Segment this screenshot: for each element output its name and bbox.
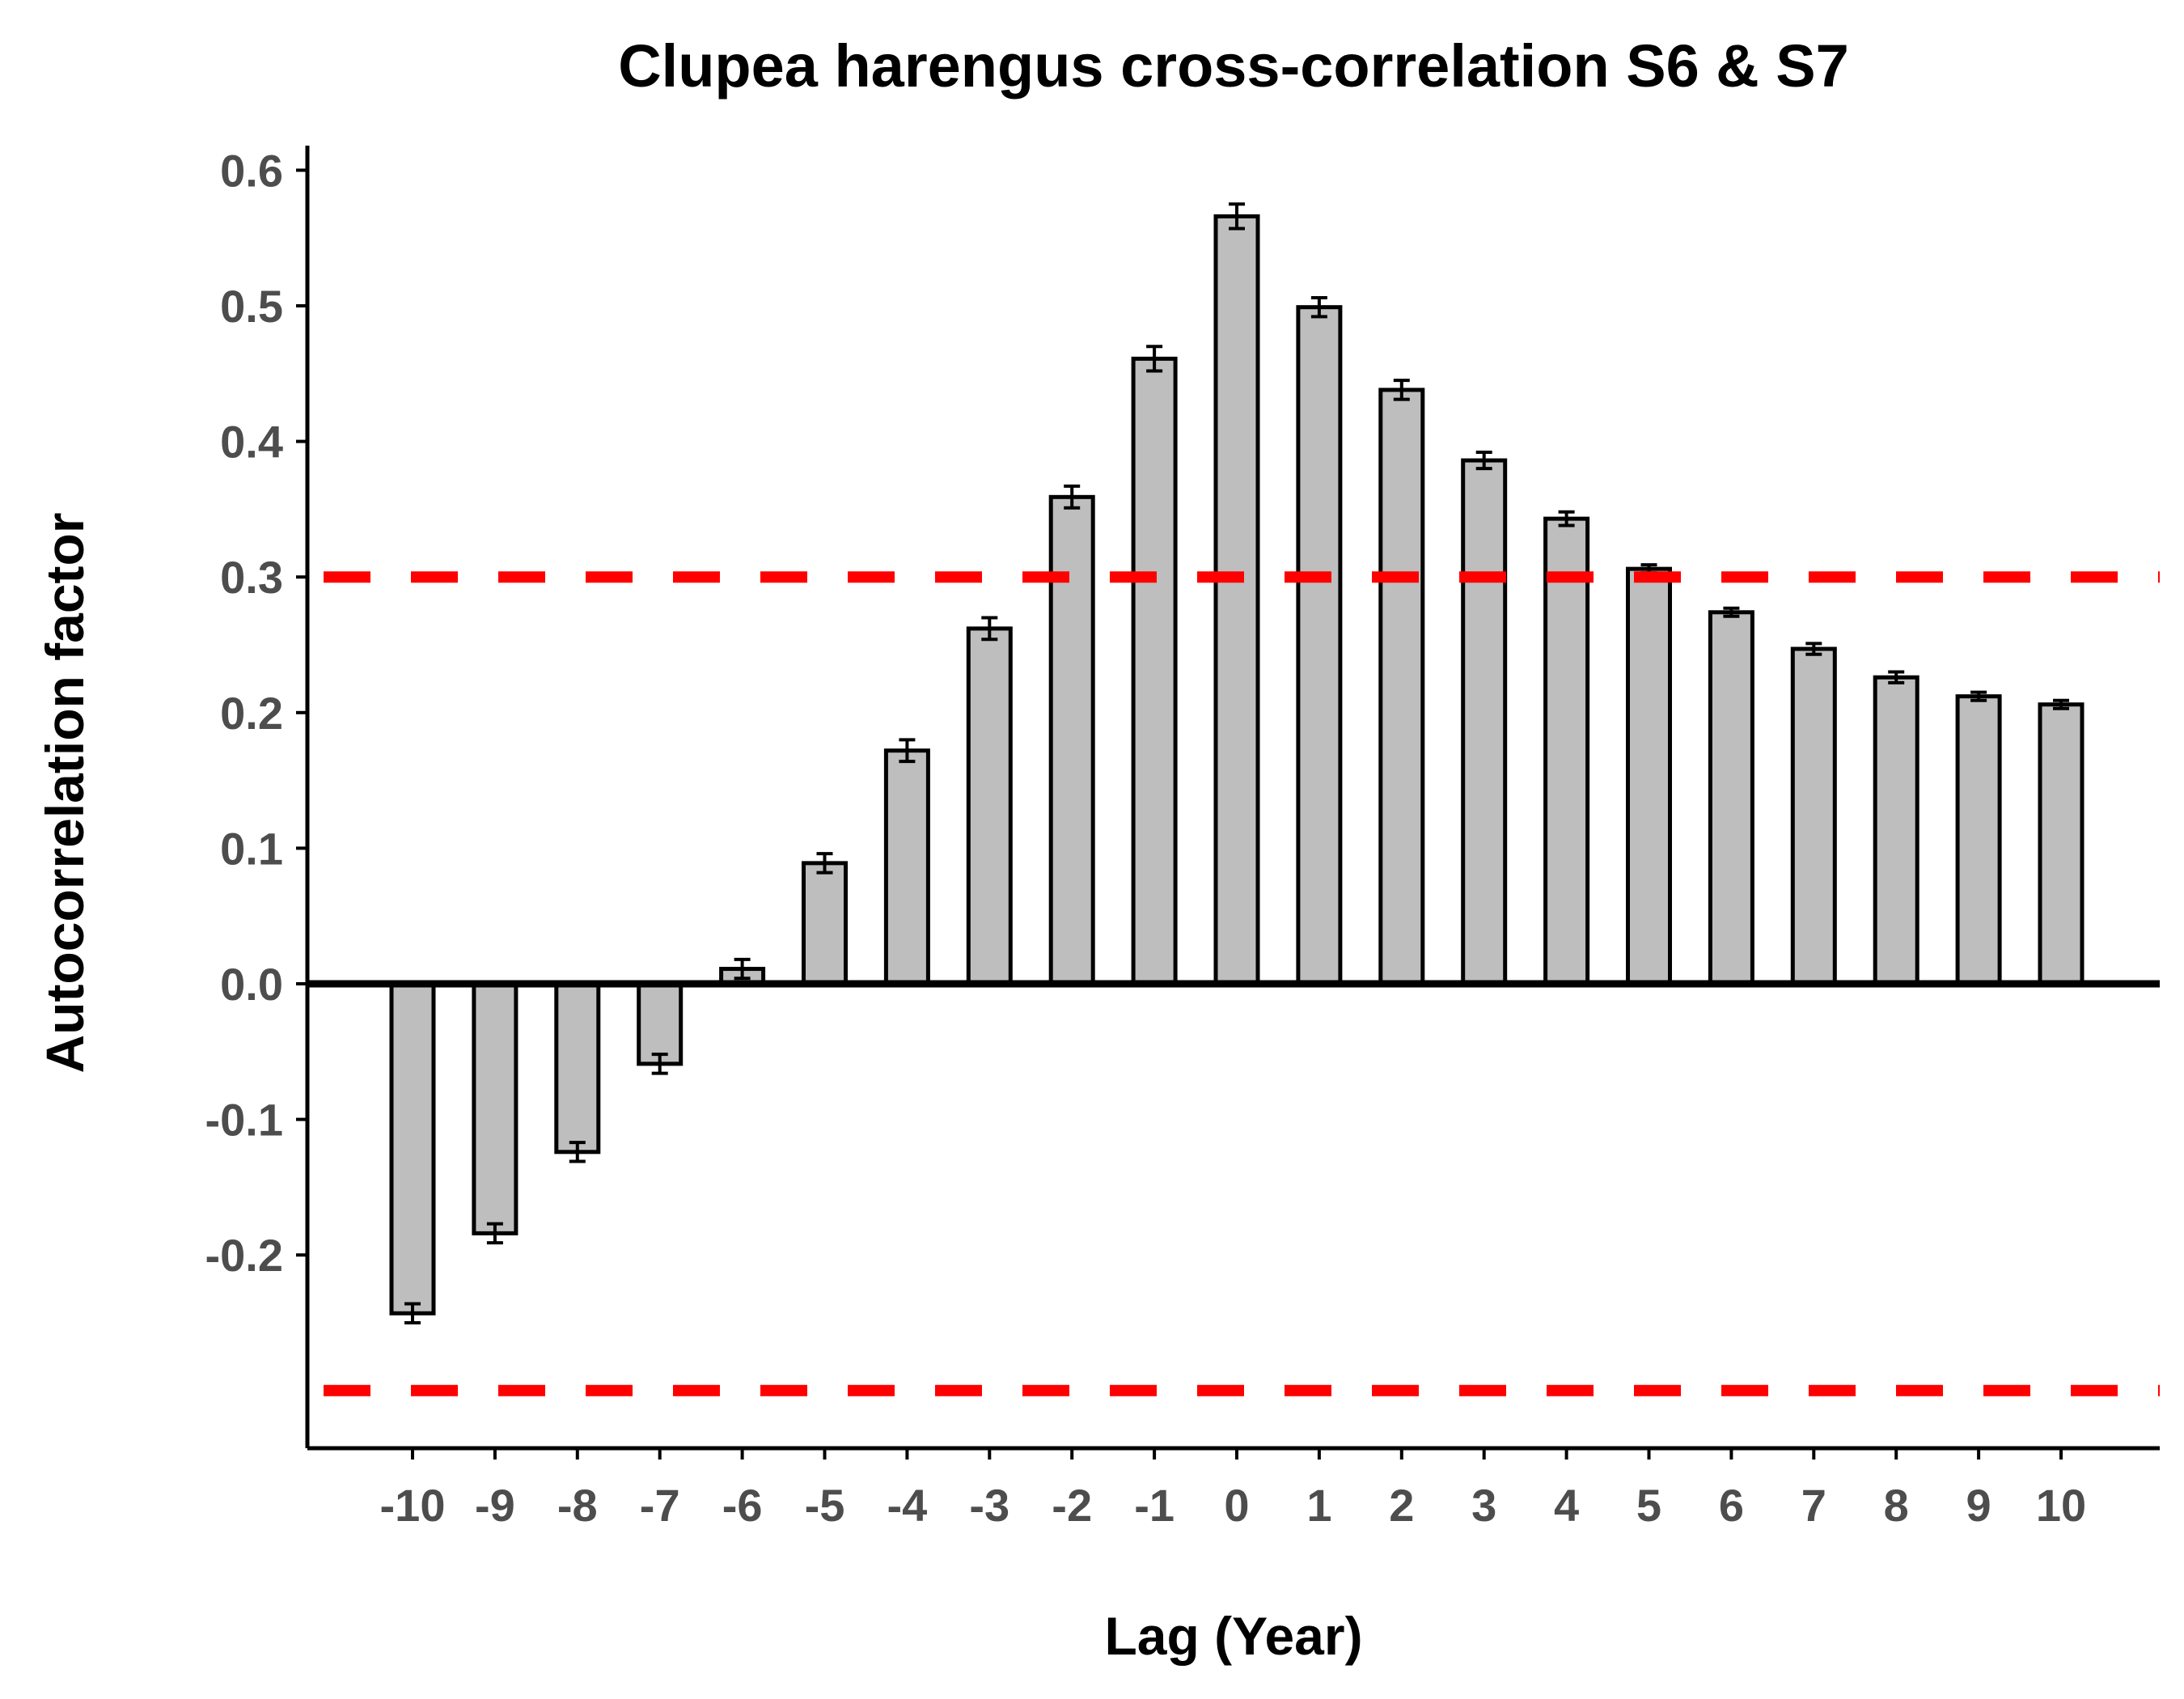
x-tick-label: -2: [1052, 1480, 1092, 1531]
x-tick-label: -9: [475, 1480, 515, 1531]
bar-lag--4: [883, 748, 930, 986]
bar-lag-8: [1873, 675, 1919, 986]
x-tick-label: -7: [640, 1480, 680, 1531]
x-tick-label: 0: [1224, 1480, 1249, 1531]
bar-lag-3: [1461, 458, 1508, 986]
bar-lag--9: [472, 981, 518, 1235]
x-tick-label: 7: [1801, 1480, 1826, 1531]
y-tick-label: 0.6: [220, 145, 283, 196]
bar-lag--2: [1048, 494, 1095, 986]
y-axis-title: Autocorrelation factor: [35, 512, 95, 1073]
x-tick-label: -4: [887, 1480, 928, 1531]
bar-lag-0: [1213, 214, 1260, 986]
y-tick-label: 0.2: [220, 688, 283, 739]
x-tick-label: 10: [2036, 1480, 2086, 1531]
bar-lag--7: [637, 981, 684, 1066]
x-tick-label: 9: [1966, 1480, 1991, 1531]
bar-lag--1: [1131, 356, 1178, 986]
y-tick-label: 0.3: [220, 552, 283, 603]
bar-lag--8: [554, 981, 601, 1155]
bar-lag-1: [1296, 305, 1343, 986]
x-tick-label: -3: [969, 1480, 1009, 1531]
bar-lag--3: [966, 626, 1013, 986]
x-tick-label: 5: [1636, 1480, 1661, 1531]
y-tick-label: 0.5: [220, 281, 283, 332]
x-tick-label: -1: [1134, 1480, 1175, 1531]
bar-lag-7: [1790, 646, 1837, 986]
x-tick-label: 6: [1719, 1480, 1744, 1531]
x-tick-label: 2: [1389, 1480, 1414, 1531]
chart-title: Clupea harengus cross-correlation S6 & S…: [618, 32, 1849, 100]
bar-lag--5: [802, 861, 848, 986]
y-tick-label: 0.1: [220, 823, 283, 874]
bar-lag-5: [1626, 566, 1672, 986]
x-tick-label: -6: [722, 1480, 763, 1531]
y-tick-label: 0.4: [220, 417, 283, 468]
x-tick-label: -5: [805, 1480, 845, 1531]
bar-lag--10: [389, 981, 436, 1316]
y-tick-label: -0.1: [205, 1095, 284, 1146]
x-axis-title: Lag (Year): [1104, 1606, 1362, 1666]
bar-lag-9: [1955, 694, 2002, 986]
bar-lag-10: [2038, 702, 2085, 986]
bar-lag-2: [1378, 388, 1425, 986]
x-tick-label: -10: [380, 1480, 446, 1531]
x-tick-label: 1: [1306, 1480, 1331, 1531]
y-tick-label: 0.0: [220, 959, 283, 1010]
plot-area: 0.60.50.40.30.20.10.0-0.1-0.2-10 -9 -8 -7 -6…: [205, 145, 2160, 1531]
y-tick-label: -0.2: [205, 1230, 284, 1281]
x-tick-label: 3: [1471, 1480, 1496, 1531]
x-tick-label: -8: [557, 1480, 598, 1531]
bar-lag-6: [1708, 610, 1754, 986]
bar-lag-4: [1543, 516, 1590, 986]
x-tick-label: 8: [1884, 1480, 1909, 1531]
x-tick-label: 4: [1554, 1480, 1579, 1531]
